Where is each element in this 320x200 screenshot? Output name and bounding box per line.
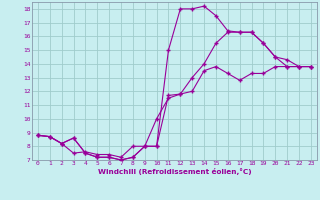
X-axis label: Windchill (Refroidissement éolien,°C): Windchill (Refroidissement éolien,°C) (98, 168, 251, 175)
